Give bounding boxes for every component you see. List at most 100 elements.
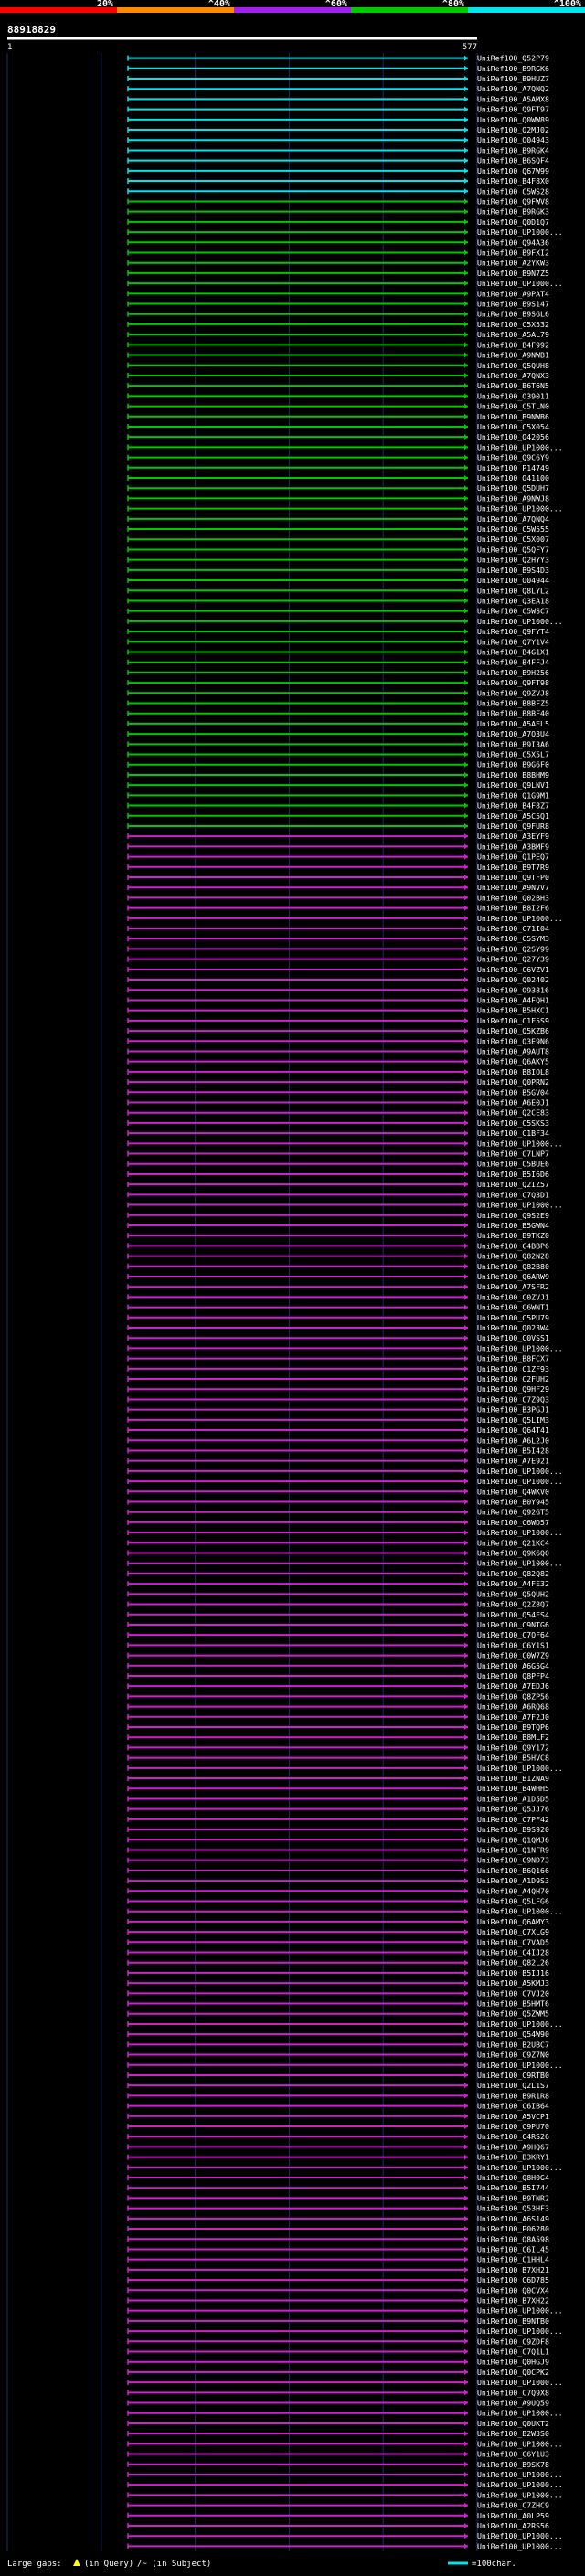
hit-label[interactable]: UniRef100_Q92GT5: [477, 1508, 549, 1517]
hit-label[interactable]: UniRef100_A0LP59: [477, 2511, 549, 2520]
hit-label[interactable]: UniRef100_C7VJ20: [477, 1988, 549, 1998]
hit-label[interactable]: UniRef100_Q3EA18: [477, 596, 549, 605]
hit-label[interactable]: UniRef100_B5IJ16: [477, 1968, 549, 1977]
hit-label[interactable]: UniRef100_A5VCP1: [477, 2112, 549, 2121]
hit-label[interactable]: UniRef100_O39011: [477, 391, 549, 400]
hit-label[interactable]: UniRef100_Q9FYT4: [477, 627, 549, 636]
hit-label[interactable]: UniRef100_UP1000...: [477, 2470, 563, 2479]
hit-label[interactable]: UniRef100_Q2IZ57: [477, 1180, 549, 1189]
hit-label[interactable]: UniRef100_C6D785: [477, 2275, 549, 2284]
hit-label[interactable]: UniRef100_C5X5L7: [477, 750, 549, 759]
hit-label[interactable]: UniRef100_A5KMJ3: [477, 1978, 549, 1988]
hit-label[interactable]: UniRef100_A2YKW3: [477, 259, 549, 268]
hit-label[interactable]: UniRef100_UP1000...: [477, 1343, 563, 1352]
hit-label[interactable]: UniRef100_B9S147: [477, 300, 549, 309]
hit-label[interactable]: UniRef100_Q9HF29: [477, 1384, 549, 1394]
hit-label[interactable]: UniRef100_Q5QUH8: [477, 361, 549, 370]
hit-label[interactable]: UniRef100_C5WS28: [477, 186, 549, 196]
hit-label[interactable]: UniRef100_A7QNQ2: [477, 84, 549, 93]
hit-label[interactable]: UniRef100_B9NTB0: [477, 2316, 549, 2326]
hit-label[interactable]: UniRef100_Q64T41: [477, 1426, 549, 1435]
hit-label[interactable]: UniRef100_Q54W90: [477, 2030, 549, 2039]
hit-label[interactable]: UniRef100_C7PF42: [477, 1815, 549, 1824]
hit-label[interactable]: UniRef100_A9AUT8: [477, 1046, 549, 1055]
hit-label[interactable]: UniRef100_Q1PEQ7: [477, 853, 549, 862]
hit-label[interactable]: UniRef100_A1D9S3: [477, 1876, 549, 1885]
hit-label[interactable]: UniRef100_A7EDJ6: [477, 1681, 549, 1691]
hit-label[interactable]: UniRef100_C5SKS3: [477, 1118, 549, 1128]
hit-label[interactable]: UniRef100_B6SQF4: [477, 156, 549, 165]
hit-label[interactable]: UniRef100_A5AL79: [477, 330, 549, 339]
hit-label[interactable]: UniRef100_Q1QMJ6: [477, 1835, 549, 1844]
hit-label[interactable]: UniRef100_UP1000...: [477, 2541, 563, 2550]
hit-label[interactable]: UniRef100_Q6ARW9: [477, 1272, 549, 1281]
hit-label[interactable]: UniRef100_A5AEL5: [477, 719, 549, 728]
hit-label[interactable]: UniRef100_B4F8Z7: [477, 801, 549, 811]
hit-label[interactable]: UniRef100_C7VAD5: [477, 1937, 549, 1946]
hit-label[interactable]: UniRef100_UP1000...: [477, 1764, 563, 1773]
hit-label[interactable]: UniRef100_B5HMT6: [477, 1999, 549, 2009]
hit-label[interactable]: UniRef100_UP1000...: [477, 228, 563, 237]
hit-label[interactable]: UniRef100_B6T6N5: [477, 381, 549, 390]
hit-label[interactable]: UniRef100_UP1000...: [477, 2480, 563, 2489]
hit-label[interactable]: UniRef100_C5TLN0: [477, 402, 549, 411]
hit-label[interactable]: UniRef100_C5WSC7: [477, 607, 549, 616]
hit-label[interactable]: UniRef100_A6E0J1: [477, 1098, 549, 1108]
hit-label[interactable]: UniRef100_Q5DUH7: [477, 483, 549, 493]
hit-label[interactable]: UniRef100_UP1000...: [477, 1559, 563, 1568]
hit-label[interactable]: UniRef100_Q0HGJ9: [477, 2358, 549, 2367]
hit-label[interactable]: UniRef100_UP1000...: [477, 2306, 563, 2316]
hit-label[interactable]: UniRef100_C9ZDF8: [477, 2337, 549, 2346]
hit-label[interactable]: UniRef100_C6WNT1: [477, 1303, 549, 1312]
hit-label[interactable]: UniRef100_A5AMX8: [477, 94, 549, 103]
hit-label[interactable]: UniRef100_C1HHL4: [477, 2255, 549, 2264]
hit-label[interactable]: UniRef100_C5X054: [477, 422, 549, 431]
hit-label[interactable]: UniRef100_B4G1X1: [477, 647, 549, 656]
hit-label[interactable]: UniRef100_Q5QUH2: [477, 1589, 549, 1598]
hit-label[interactable]: UniRef100_C9RTB0: [477, 2071, 549, 2080]
hit-label[interactable]: UniRef100_C6VZV1: [477, 965, 549, 974]
hit-label[interactable]: UniRef100_A6L2J0: [477, 1436, 549, 1445]
hit-label[interactable]: UniRef100_Q8A598: [477, 2234, 549, 2243]
hit-label[interactable]: UniRef100_C6Y1S1: [477, 1640, 549, 1649]
hit-label[interactable]: UniRef100_UP1000...: [477, 279, 563, 288]
hit-label[interactable]: UniRef100_Q5LIM3: [477, 1415, 549, 1425]
hit-label[interactable]: UniRef100_Q0WW89: [477, 115, 549, 124]
hit-label[interactable]: UniRef100_Q5QFY7: [477, 545, 549, 554]
hit-label[interactable]: UniRef100_Q8PFP4: [477, 1671, 549, 1680]
hit-label[interactable]: UniRef100_C0ZVJ1: [477, 1292, 549, 1301]
hit-label[interactable]: UniRef100_Q2CE83: [477, 1108, 549, 1118]
hit-label[interactable]: UniRef100_Q6AMY3: [477, 1917, 549, 1926]
hit-label[interactable]: UniRef100_B8I2F6: [477, 904, 549, 913]
hit-label[interactable]: UniRef100_A9NWJ8: [477, 493, 549, 503]
hit-label[interactable]: UniRef100_Q21KC4: [477, 1538, 549, 1547]
hit-label[interactable]: UniRef100_C7XLG9: [477, 1927, 549, 1936]
hit-label[interactable]: UniRef100_B5GV04: [477, 1087, 549, 1097]
hit-label[interactable]: UniRef100_O93816: [477, 985, 549, 994]
hit-label[interactable]: UniRef100_C5SYM3: [477, 934, 549, 943]
hit-label[interactable]: UniRef100_B4F8X0: [477, 176, 549, 186]
hit-label[interactable]: UniRef100_A3EYF9: [477, 832, 549, 841]
hit-label[interactable]: UniRef100_C5X007: [477, 535, 549, 544]
hit-label[interactable]: UniRef100_Q9ZVJ8: [477, 688, 549, 697]
hit-label[interactable]: UniRef100_B9S920: [477, 1825, 549, 1834]
hit-label[interactable]: UniRef100_UP1000...: [477, 1528, 563, 1537]
hit-label[interactable]: UniRef100_UP1000...: [477, 2019, 563, 2029]
hit-label[interactable]: UniRef100_C6IL45: [477, 2244, 549, 2253]
hit-label[interactable]: UniRef100_UP1000...: [477, 2531, 563, 2540]
hit-label[interactable]: UniRef100_C4BBP6: [477, 1241, 549, 1250]
hit-label[interactable]: UniRef100_UP1000...: [477, 2163, 563, 2172]
hit-label[interactable]: UniRef100_Q5LFG6: [477, 1896, 549, 1905]
hit-label[interactable]: UniRef100_Q1NFR9: [477, 1845, 549, 1854]
hit-label[interactable]: UniRef100_B8IOL8: [477, 1067, 549, 1076]
hit-label[interactable]: UniRef100_C9ND73: [477, 1856, 549, 1865]
hit-label[interactable]: UniRef100_Q6AKY5: [477, 1057, 549, 1066]
hit-label[interactable]: UniRef100_A7QNX3: [477, 371, 549, 380]
hit-label[interactable]: UniRef100_C5PU79: [477, 1313, 549, 1322]
hit-label[interactable]: UniRef100_B4FFJ4: [477, 658, 549, 667]
hit-label[interactable]: UniRef100_B0Y945: [477, 1497, 549, 1506]
hit-label[interactable]: UniRef100_Q54ES4: [477, 1610, 549, 1619]
hit-label[interactable]: UniRef100_UP1000...: [477, 2378, 563, 2387]
hit-label[interactable]: UniRef100_UP1000...: [477, 442, 563, 451]
hit-label[interactable]: UniRef100_C0W7Z9: [477, 1651, 549, 1660]
